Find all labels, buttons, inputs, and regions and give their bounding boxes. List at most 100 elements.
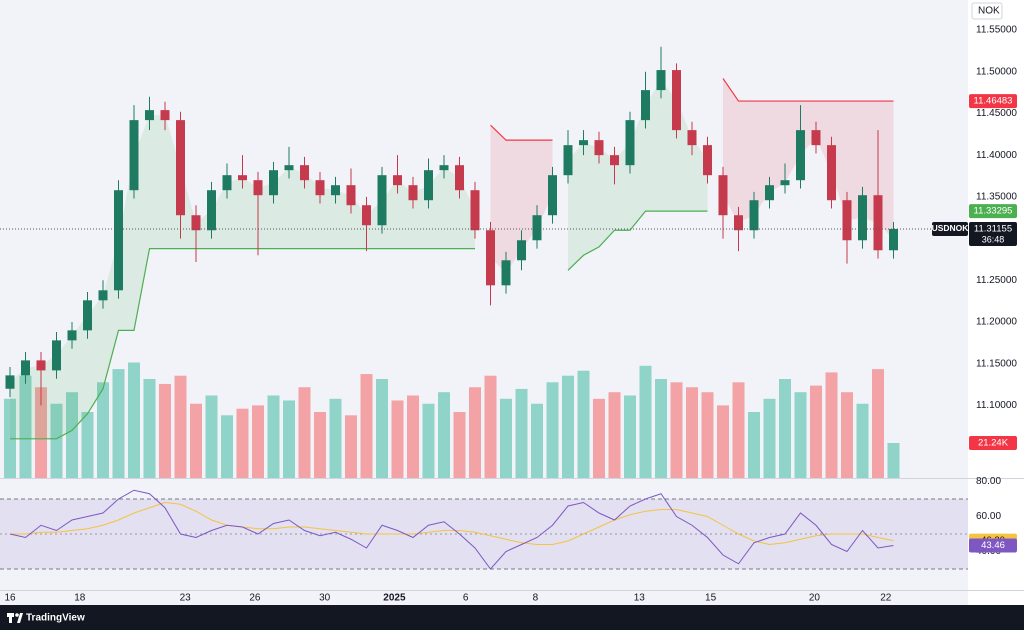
candle-body	[749, 200, 759, 231]
volume-bar	[174, 375, 187, 478]
candle-body	[207, 190, 216, 231]
candle-body	[889, 228, 898, 251]
candle-body	[300, 165, 309, 181]
volume-bar	[314, 412, 326, 478]
y-tick-label: 11.55000	[976, 25, 1017, 36]
candle-body	[315, 180, 325, 196]
candle-body	[703, 145, 712, 176]
candle-body	[858, 195, 867, 241]
symbol: USDNOK	[932, 223, 970, 233]
volume-bar	[670, 382, 683, 478]
volume-bar	[391, 400, 404, 478]
candle-body	[145, 110, 154, 121]
volume-bar	[205, 395, 218, 478]
volume-bar	[190, 403, 202, 478]
volume-bar	[562, 375, 574, 478]
candle-body	[672, 70, 681, 131]
candle-body	[331, 185, 340, 196]
candle-body	[5, 375, 15, 389]
candle-body	[269, 170, 278, 196]
volume-bar	[748, 412, 760, 478]
supertrend-label: 11.33295	[974, 206, 1013, 217]
y-tick-label: 11.15000	[976, 358, 1017, 369]
volume-bar	[779, 379, 791, 478]
x-tick-label: 6	[463, 593, 469, 604]
rsi-line	[9, 489, 894, 570]
volume-label: 21.24K	[978, 437, 1009, 448]
y-tick-label: 11.20000	[976, 317, 1017, 328]
supertrend-line	[10, 210, 708, 440]
rsi-label-box	[969, 538, 1017, 553]
volume-bar	[128, 362, 140, 478]
volume-bar	[438, 392, 450, 478]
candle-body	[455, 165, 464, 191]
volume-bar	[500, 398, 512, 478]
symbol-box	[932, 221, 968, 236]
volume-bar	[97, 382, 109, 478]
candle-body	[594, 140, 604, 156]
volume-bar	[66, 392, 78, 478]
x-tick-label: 2025	[383, 593, 406, 604]
rsi-ma-line	[10, 501, 894, 546]
candle-body	[765, 185, 774, 201]
x-tick-label: 15	[705, 593, 717, 604]
x-tick-label: 8	[533, 593, 539, 604]
candle-body	[548, 175, 557, 216]
rsi-tick-label: 60.00	[976, 511, 1001, 522]
volume-bar	[577, 370, 590, 478]
candle-body	[424, 170, 433, 201]
candle-body	[532, 215, 542, 241]
candle-body	[67, 330, 77, 341]
candle-body	[641, 90, 650, 121]
volume-bar	[143, 379, 156, 478]
volume-bar	[624, 395, 636, 478]
volume-bar	[810, 385, 822, 478]
candle-body	[780, 180, 790, 186]
candle-body	[346, 185, 356, 206]
volume-bar	[546, 382, 559, 478]
candle-body	[811, 130, 821, 146]
candle-body	[517, 240, 526, 261]
candle-body	[827, 145, 836, 201]
logo-mark	[15, 613, 19, 617]
rsi-tick-label: 80.00	[976, 476, 1001, 487]
x-tick-label: 23	[180, 593, 192, 604]
x-tick-label: 20	[809, 593, 821, 604]
volume-bar	[856, 403, 869, 478]
candle-body	[486, 230, 495, 286]
volume-bar	[81, 412, 94, 478]
x-tick-label: 13	[634, 593, 646, 604]
candle-body	[501, 260, 511, 286]
volume-bar	[112, 369, 125, 478]
volume-bar	[794, 392, 807, 478]
x-tick-label: 18	[74, 593, 86, 604]
candle-body	[408, 185, 418, 201]
currency-box	[971, 2, 1003, 20]
candle-body	[873, 195, 883, 251]
trend-fill	[723, 78, 894, 240]
candle-body	[439, 165, 449, 171]
volume-bar	[763, 398, 776, 478]
y-tick-label: 11.10000	[976, 400, 1017, 411]
x-tick-label: 30	[319, 593, 331, 604]
volume-bar	[453, 412, 466, 478]
candle-body	[98, 290, 108, 301]
candle-body	[253, 180, 263, 196]
logo-mark	[7, 613, 14, 617]
y-tick-label: 11.45000	[976, 108, 1017, 119]
volume-bar	[376, 379, 388, 478]
volume-bar	[422, 403, 435, 478]
y-tick-label: 11.35000	[976, 192, 1017, 203]
volume-bar	[298, 387, 311, 478]
candle-body	[656, 70, 666, 91]
supertrend-label-box	[969, 204, 1017, 219]
candle-body	[36, 360, 46, 371]
candle-body	[160, 110, 170, 121]
supertrend-label-box	[969, 94, 1017, 109]
countdown: 36:48	[982, 234, 1005, 244]
volume-bar	[872, 369, 884, 478]
volume-bar	[19, 375, 32, 478]
candle-body	[83, 300, 92, 331]
volume-bar	[35, 387, 47, 478]
